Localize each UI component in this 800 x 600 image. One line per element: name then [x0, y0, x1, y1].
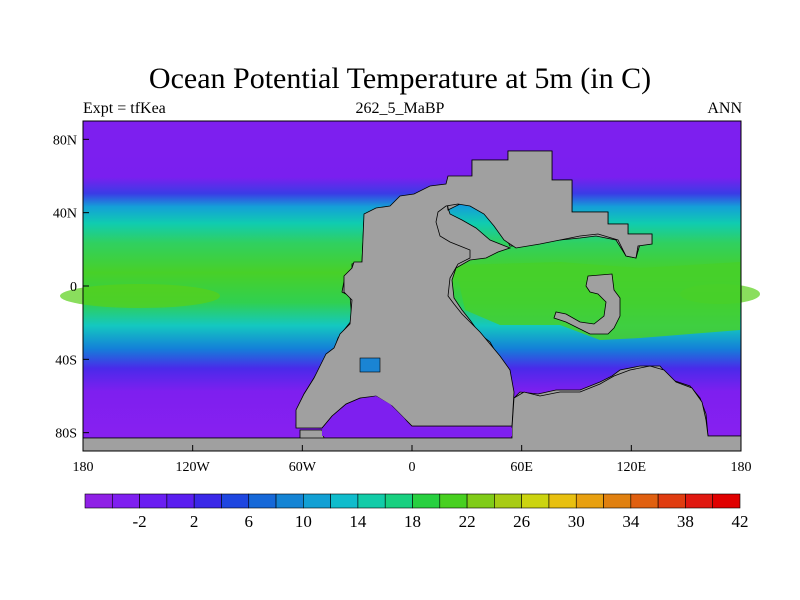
colorbar-label: 26	[513, 512, 530, 531]
colorbar-label: 18	[404, 512, 421, 531]
lat-tick-label: 80S	[55, 427, 77, 442]
southern-land-strip	[82, 365, 742, 452]
lat-tick-label: 40N	[53, 207, 77, 222]
colorbar-swatch	[275, 493, 304, 509]
lon-tick-label: 0	[409, 460, 416, 475]
colorbar-label: 2	[190, 512, 199, 531]
colorbar-swatch	[712, 493, 741, 509]
lon-tick-label: 180	[73, 460, 94, 475]
colorbar-swatch	[384, 493, 413, 509]
colorbar-swatch	[657, 493, 686, 509]
colorbar-swatch	[111, 493, 140, 509]
lon-tick-label: 120E	[617, 460, 647, 475]
lon-tick-label: 60E	[510, 460, 533, 475]
colorbar-label: 6	[245, 512, 254, 531]
colorbar-swatch	[466, 493, 495, 509]
latitude-axis: 80N 40N 0 40S 80S	[53, 133, 89, 442]
lon-tick-label: 180	[731, 460, 752, 475]
colorbar-label: 10	[295, 512, 312, 531]
colorbar-swatch	[166, 493, 195, 509]
colorbar-swatch	[139, 493, 168, 509]
colorbar-swatch	[630, 493, 659, 509]
colorbar-label: 30	[568, 512, 585, 531]
colorbar-swatch	[575, 493, 604, 509]
colorbar-swatch	[603, 493, 632, 509]
experiment-label: Expt = tfKea	[83, 100, 166, 117]
colorbar-swatch	[248, 493, 277, 509]
southern-inland-sea	[322, 396, 512, 436]
colorbar-swatch	[521, 493, 550, 509]
colorbar-swatch	[685, 493, 714, 509]
tethys-warm-water	[455, 262, 740, 340]
colorbar-swatch	[548, 493, 577, 509]
map-panel	[60, 120, 760, 452]
colorbar-label: 22	[459, 512, 476, 531]
colorbar-swatch	[221, 493, 250, 509]
lon-tick-label: 60W	[289, 460, 317, 475]
colorbar-label: 34	[622, 512, 640, 531]
warm-pool-west	[60, 284, 220, 308]
colorbar	[84, 493, 741, 509]
colorbar-labels: -2 2 6 10 14 18 22 26 30 34 38 42	[132, 512, 748, 531]
colorbar-swatch	[193, 493, 222, 509]
colorbar-label: 42	[732, 512, 749, 531]
lat-tick-label: 80N	[53, 133, 77, 148]
colorbar-label: 14	[349, 512, 367, 531]
tethys-island	[553, 273, 621, 335]
season-label: ANN	[707, 100, 742, 117]
lon-tick-label: 120W	[176, 460, 211, 475]
colorbar-swatch	[412, 493, 441, 509]
colorbar-label: 38	[677, 512, 694, 531]
colorbar-label: -2	[132, 512, 146, 531]
inland-lake	[359, 357, 381, 373]
colorbar-swatch	[330, 493, 359, 509]
colorbar-swatch	[439, 493, 468, 509]
map-title: Ocean Potential Temperature at 5m (in C)	[148, 62, 652, 95]
period-label: 262_5_MaBP	[355, 100, 445, 117]
colorbar-swatch	[303, 493, 331, 509]
lat-tick-label: 0	[70, 280, 77, 295]
main-continent	[295, 150, 653, 429]
colorbar-swatch	[357, 493, 386, 509]
longitude-axis: 180 120W 60W 0 60E 120E 180	[73, 445, 752, 475]
colorbar-swatch	[84, 493, 113, 509]
colorbar-swatch	[494, 493, 522, 509]
lat-tick-label: 40S	[55, 353, 77, 368]
